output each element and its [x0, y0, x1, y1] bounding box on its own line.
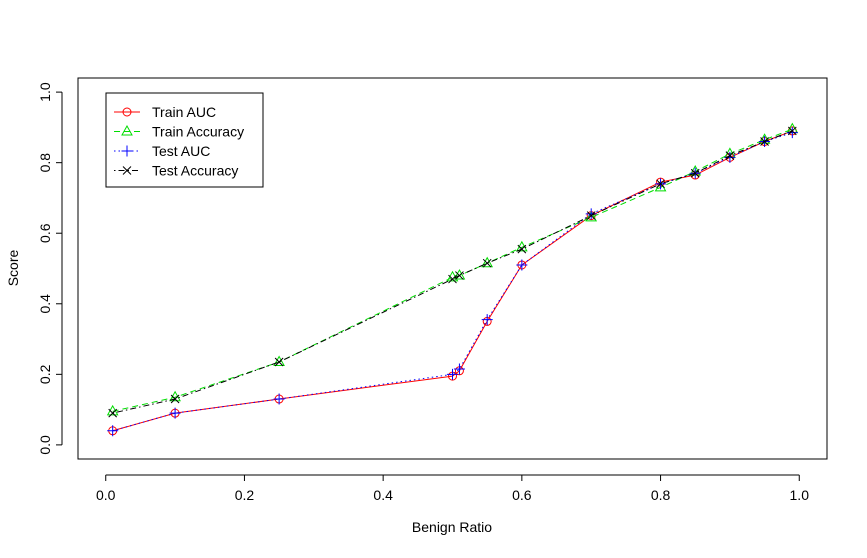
plot-frame — [77, 77, 828, 460]
y-tick-label: 0.4 — [37, 294, 53, 314]
data-point — [107, 425, 119, 437]
y-axis-title: Score — [5, 250, 21, 287]
data-point — [760, 137, 769, 146]
x-axis-title: Benign Ratio — [412, 519, 492, 535]
x-tick-label: 0.4 — [373, 487, 393, 503]
data-point — [690, 168, 700, 178]
y-tick-label: 0.2 — [37, 364, 53, 384]
legend-item: Test Accuracy — [114, 163, 238, 179]
x-axis: 0.0 0.2 0.4 0.6 0.8 1.0 — [96, 474, 810, 503]
legend-item: Test AUC — [114, 143, 210, 159]
x-tick-label: 0.2 — [235, 487, 255, 503]
data-point — [725, 151, 735, 160]
legend: Train AUC Train Accuracy Test AUC Test Accu… — [105, 92, 264, 188]
y-tick-label: 0.0 — [37, 435, 53, 455]
data-point — [516, 259, 528, 271]
legend-label: Train AUC — [152, 104, 216, 120]
y-tick-label: 0.6 — [37, 223, 53, 243]
legend-item: Train Accuracy — [114, 124, 244, 140]
data-point — [448, 274, 457, 284]
data-point — [517, 244, 527, 254]
legend-item: Train AUC — [114, 104, 216, 120]
data-point — [447, 368, 458, 380]
legend-marker — [122, 107, 132, 117]
data-point — [787, 126, 797, 136]
data-point — [586, 211, 596, 220]
data-point — [481, 256, 494, 268]
y-axis: 0.0 0.2 0.4 0.6 0.8 1.0 — [37, 82, 63, 455]
series-layer — [106, 122, 799, 437]
y-tick-label: 0.8 — [37, 153, 53, 173]
data-point — [585, 210, 598, 222]
data-point — [273, 393, 285, 405]
legend-label: Test AUC — [152, 143, 210, 159]
legend-marker — [121, 145, 133, 157]
data-point — [481, 314, 493, 326]
data-point — [170, 394, 180, 404]
data-point — [656, 179, 665, 189]
data-point — [274, 357, 284, 367]
data-point — [482, 258, 492, 268]
series-test-accuracy — [108, 126, 797, 418]
x-tick-label: 0.6 — [512, 487, 532, 503]
legend-label: Test Accuracy — [152, 163, 238, 179]
legend-box — [105, 92, 264, 188]
y-tick-label: 1.0 — [37, 82, 53, 102]
x-tick-label: 0.0 — [96, 487, 116, 503]
legend-marker — [121, 124, 133, 136]
legend-marker — [122, 166, 132, 175]
data-point — [453, 269, 466, 280]
data-point — [273, 355, 285, 366]
data-point — [108, 408, 118, 418]
x-tick-label: 0.8 — [651, 487, 671, 503]
legend-label: Train Accuracy — [152, 124, 244, 140]
data-point — [455, 271, 464, 280]
data-point — [169, 407, 181, 419]
x-tick-label: 1.0 — [790, 487, 810, 503]
data-point — [453, 363, 465, 375]
